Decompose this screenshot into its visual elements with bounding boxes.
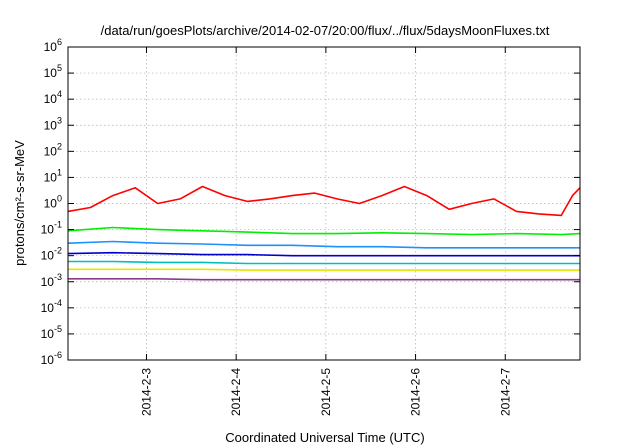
y-tick-label: 106 <box>44 37 62 54</box>
y-tick-label: 10-1 <box>41 220 62 237</box>
series-line <box>67 240 580 249</box>
chart-title: /data/run/goesPlots/archive/2014-02-07/2… <box>101 23 550 38</box>
series-line <box>68 260 580 265</box>
y-tick-label: 10-6 <box>41 350 62 367</box>
series-line <box>67 226 581 236</box>
y-tick-label: 100 <box>44 194 62 211</box>
x-axis-label: Coordinated Universal Time (UTC) <box>225 430 424 445</box>
series-line <box>68 277 580 281</box>
x-tick-label: 2014-2-3 <box>139 368 153 416</box>
y-tick-label: 104 <box>44 89 62 106</box>
grid-lines <box>68 47 580 360</box>
x-tick-label: 2014-2-7 <box>498 368 512 416</box>
x-tick-label: 2014-2-4 <box>229 368 243 416</box>
series-line <box>68 268 580 271</box>
y-tick-label: 10-3 <box>41 272 62 289</box>
series-line <box>67 251 580 257</box>
y-tick-label: 10-5 <box>41 324 62 341</box>
x-tick-label: 2014-2-6 <box>409 368 423 416</box>
y-tick-label: 10-2 <box>41 246 62 263</box>
x-tick-label: 2014-2-5 <box>319 368 333 416</box>
x-axis-ticks: 2014-2-3 2014-2-4 2014-2-5 2014-2-6 2014-2-7 <box>139 47 512 416</box>
y-tick-label: 10-4 <box>41 298 62 315</box>
y-axis-ticks: 10-6 10-5 10-4 10-3 10-2 10-1 100 101 102 103 104 1… <box>41 37 580 367</box>
y-tick-label: 101 <box>44 167 62 184</box>
y-tick-label: 105 <box>44 63 62 80</box>
series-line <box>67 185 581 217</box>
data-series <box>67 185 581 281</box>
y-tick-label: 103 <box>44 115 62 132</box>
y-tick-label: 102 <box>44 141 62 158</box>
y-axis-label: protons/cm²-s-sr-MeV <box>12 140 27 266</box>
